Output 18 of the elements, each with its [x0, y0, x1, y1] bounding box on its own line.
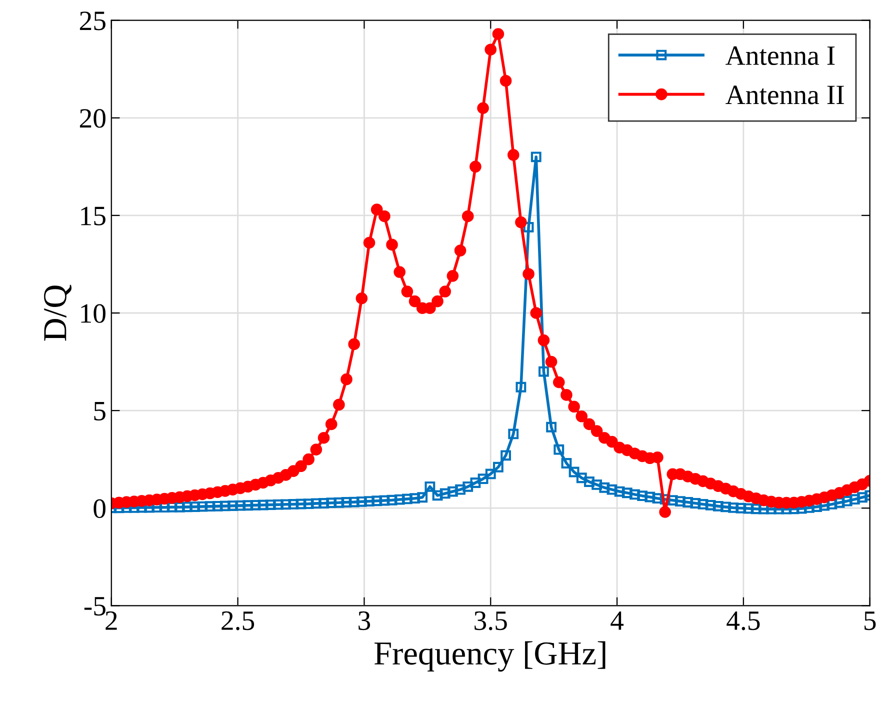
- y-axis-title: D/Q: [44, 284, 72, 341]
- x-tick-label: 4: [610, 612, 624, 630]
- x-tick-label: 4.5: [726, 612, 760, 630]
- x-tick-label: 3: [358, 611, 370, 630]
- y-tick-label: 5: [94, 402, 106, 420]
- y-tick-label: 0: [94, 499, 106, 518]
- legend-label: Antenna II: [726, 86, 844, 104]
- y-tick-label: 15: [81, 206, 106, 226]
- y-tick-label: -5: [84, 597, 106, 616]
- y-tick-label: 25: [80, 12, 106, 30]
- y-tick-label: 20: [80, 109, 106, 128]
- x-axis-title: Frequency [GHz]: [374, 641, 606, 672]
- x-tick-label: 2: [106, 611, 117, 630]
- x-tick-label: 5: [864, 612, 876, 630]
- x-tick-label: 2.5: [222, 611, 254, 630]
- y-tick-label: 10: [81, 304, 106, 323]
- legend-label: Antenna I: [726, 46, 835, 66]
- x-tick-label: 3.5: [474, 611, 507, 630]
